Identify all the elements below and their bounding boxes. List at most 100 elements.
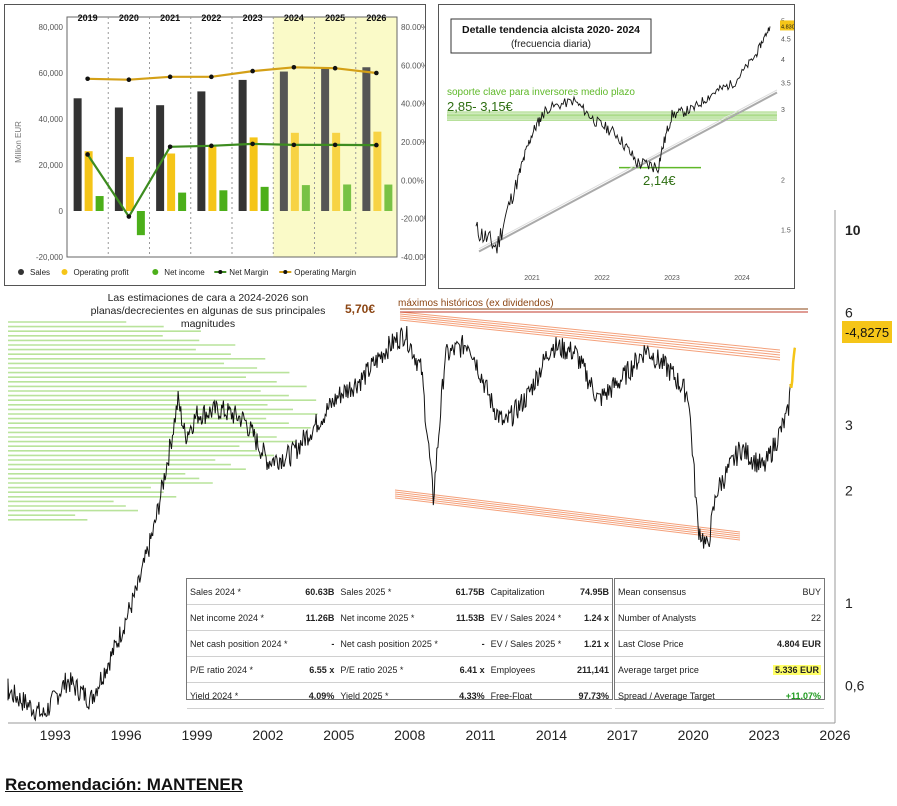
- fin-table-label: EV / Sales 2025 *: [487, 630, 571, 657]
- fin-table-label: P/E ratio 2024 *: [187, 656, 300, 683]
- point-operating-margin: [374, 70, 379, 76]
- x-tick-label: 2026: [819, 727, 850, 743]
- y-tick-label: 0: [59, 207, 64, 216]
- main-axes: 1993 1996 1999 2002 2005 2008 2011 2014 2017 2020…: [8, 210, 865, 743]
- y2-tick-label: 0.00%: [401, 176, 424, 185]
- bar-sales: [197, 91, 206, 211]
- bar-sales: [73, 98, 82, 211]
- point-net-margin: [250, 141, 255, 147]
- fin-table-label: P/E ratio 2025 *: [337, 656, 450, 683]
- consensus-value-text: BUY: [802, 586, 821, 597]
- trend-detail-panel: Detalle tendencia alcista 2020- 2024 (fre…: [438, 4, 798, 289]
- fin-table-row: Net income 2024 * 11.26B Net income 2025 *…: [187, 604, 612, 631]
- bar-sales: [114, 107, 123, 211]
- x-tick-label: 2005: [323, 727, 354, 743]
- ath-note: máximos históricos (ex dividendos): [398, 298, 554, 309]
- y-tick-label: 3: [845, 417, 853, 433]
- x-tick-label: 2023: [664, 275, 680, 282]
- trend-last-badge: [780, 20, 794, 31]
- y2-tick-label: -40.00%: [401, 253, 425, 262]
- financials-panel: 80,000 60,000 40,000 20,000 0 -20,000 80.00% 60…: [4, 4, 431, 286]
- bar-net-income: [219, 190, 228, 211]
- point-operating-margin: [209, 74, 214, 80]
- x-tick-label: 2002: [252, 727, 283, 743]
- x-tick-label: 2026: [366, 13, 386, 23]
- y-tick-label: 10: [845, 222, 861, 238]
- support-low-label: 2,14€: [643, 173, 676, 188]
- y-tick-label: 1.5: [781, 227, 791, 234]
- line-net-margin: [86, 142, 377, 219]
- fin-table-value: 74.95B: [570, 579, 612, 605]
- bar-operating-profit: [125, 156, 134, 211]
- bar-sales: [279, 71, 288, 212]
- y-tick-label: 2: [781, 177, 785, 184]
- main-price-chart: 1993 1996 1999 2002 2005 2008 2011 2014 2017 2020…: [7, 210, 892, 743]
- fin-table-label: Sales 2025 *: [337, 579, 450, 605]
- fin-table-value: 4.33%: [449, 682, 488, 709]
- volume-profile: [8, 321, 318, 521]
- x-tick-label: 2020: [678, 727, 709, 743]
- point-net-margin: [291, 142, 297, 148]
- trend-channel: [394, 311, 781, 541]
- trend-title-box: [450, 18, 652, 54]
- bar-net-income: [343, 184, 352, 211]
- x-tick-label: 1999: [181, 727, 212, 743]
- support-line: [394, 491, 741, 535]
- x-tick-label: 2008: [394, 727, 425, 743]
- trendline: [478, 91, 778, 253]
- y-tick-label: 40,000: [39, 115, 64, 124]
- point-net-margin: [126, 214, 132, 219]
- consensus-row: Number of Analysts 22: [615, 604, 824, 631]
- y-tick-label: 2: [845, 483, 853, 499]
- fin-table-row: P/E ratio 2024 * 6.55 x P/E ratio 2025 * 6.…: [187, 656, 612, 683]
- consensus-value-text: 5.336 EUR: [772, 664, 821, 675]
- resistance-line: [399, 317, 781, 358]
- fin-table-label: Free-Float: [487, 682, 571, 709]
- legend-label: Net Margin: [229, 268, 268, 277]
- support-line: [394, 493, 741, 537]
- x-tick-label: 2021: [524, 275, 540, 282]
- fin-table-value: 211,141: [570, 656, 612, 683]
- y-tick-label: -20,000: [36, 253, 64, 262]
- consensus-row: Spread / Average Target +11.07%: [615, 682, 824, 709]
- trend-detail-chart: Detalle tendencia alcista 2020- 2024 (fre…: [447, 18, 798, 282]
- fin-table-value: 6.41 x: [449, 656, 488, 683]
- fin-table-value: 1.21 x: [570, 630, 612, 657]
- fin-table-label: Net income 2025 *: [337, 604, 450, 631]
- bar-net-income: [95, 196, 104, 211]
- support-line: [394, 495, 741, 539]
- consensus-table: Mean consensus BUY Number of Analysts 22 Las…: [614, 578, 825, 709]
- y-tick-label: 60,000: [39, 69, 64, 78]
- x-tick-label: 2023: [243, 13, 263, 23]
- consensus-value: +11.07%: [751, 682, 824, 709]
- x-tick-label: 2022: [201, 13, 221, 23]
- recent-rally-line: [789, 347, 797, 389]
- point-net-margin: [85, 152, 90, 157]
- fin-table-label: Net cash position 2025 *: [337, 630, 450, 657]
- bar-net-income: [260, 186, 269, 211]
- point-net-margin: [209, 143, 214, 149]
- support-line: [394, 497, 741, 541]
- y-tick-label: 3.5: [781, 80, 791, 87]
- fin-table-row: Sales 2024 * 60.63B Sales 2025 * 61.75B Capi…: [187, 579, 612, 605]
- resistance-line: [399, 311, 781, 351]
- y2-tick-label: 80.00%: [401, 23, 425, 32]
- y-tick-label: 20,000: [39, 161, 64, 170]
- y-tick-label: 4: [781, 57, 785, 64]
- point-operating-margin: [126, 77, 132, 83]
- consensus-value: 5.336 EUR: [751, 656, 824, 683]
- consensus-label: Mean consensus: [615, 579, 752, 605]
- fin-table-value: -: [299, 630, 338, 657]
- point-net-margin: [332, 142, 338, 148]
- bar-operating-profit: [373, 131, 382, 211]
- fin-table-value: 6.55 x: [299, 656, 338, 683]
- fin-table-label: Capitalization: [487, 579, 571, 605]
- bar-sales: [156, 105, 165, 211]
- support-line: [394, 489, 741, 533]
- trend-price-line: [475, 26, 771, 254]
- x-tick-label: 2023: [749, 727, 780, 743]
- x-tick-label: 2024: [734, 275, 750, 282]
- y2-tick-label: 40.00%: [401, 100, 425, 109]
- x-tick-label: 2021: [160, 13, 180, 23]
- fin-table-label: EV / Sales 2024 *: [487, 604, 571, 631]
